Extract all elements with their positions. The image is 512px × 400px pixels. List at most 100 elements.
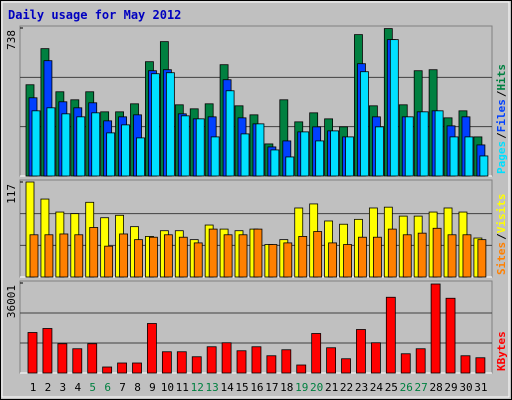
bar: [195, 118, 205, 177]
bar: [72, 348, 83, 374]
bar: [61, 113, 71, 177]
bar: [447, 234, 457, 278]
bar: [57, 343, 68, 374]
bar: [266, 355, 277, 374]
bar: [298, 236, 308, 278]
bar: [193, 242, 203, 278]
legend: Sites /Visits: [495, 194, 508, 276]
bar: [46, 107, 56, 177]
bar: [385, 296, 396, 374]
bar: [117, 362, 127, 374]
bar: [464, 136, 474, 177]
bar: [404, 116, 414, 177]
x-tick-label: 26: [400, 381, 413, 394]
bar: [163, 234, 173, 278]
legend-entry: Hits: [495, 64, 508, 91]
x-tick-label: 13: [206, 381, 219, 394]
bar: [372, 236, 382, 278]
y-tick-label: 738: [5, 30, 18, 50]
legend-entry: Visits: [495, 194, 508, 234]
x-tick-label: 25: [385, 381, 398, 394]
bar: [432, 227, 442, 278]
bar: [296, 364, 307, 374]
bar: [475, 357, 486, 374]
bar: [343, 244, 352, 278]
legend: KBytes: [495, 331, 508, 371]
bar: [400, 353, 411, 374]
bar: [134, 239, 143, 278]
bar: [370, 342, 381, 374]
legend-entry: Pages: [495, 141, 508, 174]
bar: [147, 323, 157, 374]
x-tick-label: 8: [134, 381, 141, 394]
bar: [281, 349, 292, 374]
bar: [300, 131, 310, 177]
bar: [434, 110, 444, 177]
bar: [330, 130, 340, 177]
bar: [445, 297, 456, 374]
bar: [238, 234, 248, 278]
bar: [29, 234, 39, 278]
bar: [430, 283, 441, 374]
bar: [356, 329, 366, 374]
legend-entry: Sites: [495, 242, 508, 275]
bar: [328, 242, 338, 278]
legend-entry: Files: [495, 99, 508, 132]
x-tick-label: 24: [370, 381, 384, 394]
x-tick-label: 19: [295, 381, 308, 394]
bar: [132, 362, 142, 374]
bar: [253, 228, 263, 278]
bar: [59, 233, 69, 278]
bar: [119, 233, 128, 278]
x-tick-label: 5: [89, 381, 96, 394]
x-tick-label: 23: [355, 381, 368, 394]
x-tick-label: 9: [149, 381, 156, 394]
bar: [240, 133, 250, 177]
bar: [44, 234, 54, 278]
y-tick-label: 117: [5, 184, 18, 204]
x-tick-label: 2: [45, 381, 52, 394]
bar: [87, 343, 98, 374]
bar: [191, 356, 202, 374]
chart-title: Daily usage for May 2012: [8, 8, 181, 22]
bar: [313, 231, 323, 278]
x-tick-label: 22: [340, 381, 353, 394]
bar: [176, 351, 187, 374]
x-tick-label: 20: [310, 381, 323, 394]
bar: [180, 115, 190, 177]
bar: [104, 245, 114, 278]
x-tick-label: 4: [74, 381, 81, 394]
bar: [223, 234, 233, 278]
bar: [251, 346, 262, 374]
bar: [460, 355, 471, 374]
bar: [315, 140, 325, 177]
x-tick-label: 18: [280, 381, 293, 394]
x-tick-label: 21: [325, 381, 338, 394]
bar: [462, 234, 472, 278]
legend-separator: /: [495, 132, 508, 139]
bar: [102, 366, 113, 374]
bar: [345, 136, 354, 177]
bar: [91, 112, 101, 177]
bar: [285, 156, 295, 177]
x-tick-label: 10: [161, 381, 174, 394]
x-tick-label: 17: [265, 381, 278, 394]
bar: [360, 71, 369, 177]
bar: [89, 227, 99, 278]
x-tick-label: 14: [220, 381, 234, 394]
bar: [74, 234, 84, 278]
bar: [76, 116, 86, 177]
y-tick-label: 36001: [5, 285, 18, 318]
bar: [236, 350, 247, 374]
legend-separator: /: [495, 90, 508, 97]
bar: [149, 236, 158, 278]
bar: [311, 333, 322, 374]
bar: [221, 342, 232, 374]
bar: [415, 348, 426, 374]
bar: [206, 346, 217, 374]
x-tick-label: 30: [459, 381, 472, 394]
bar: [374, 126, 384, 177]
bar: [387, 228, 397, 278]
bar: [136, 137, 145, 177]
bar: [165, 72, 175, 177]
